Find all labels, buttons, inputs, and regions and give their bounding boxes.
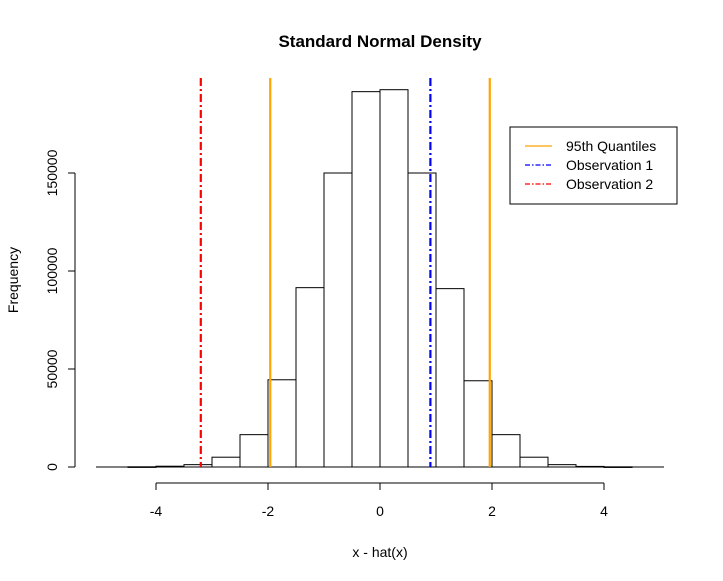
histogram-bar [491, 434, 521, 468]
legend-label-obs2: Observation 2 [566, 176, 653, 192]
x-tick-label: -2 [262, 503, 275, 519]
legend-label-quantiles: 95th Quantiles [566, 138, 656, 154]
x-tick-label: 2 [488, 503, 496, 519]
histogram-bar [295, 287, 325, 468]
x-axis: -4 -2 0 2 4 [150, 482, 608, 519]
y-tick-label: 150000 [44, 149, 60, 196]
histogram-bar [519, 456, 549, 468]
histogram-bar [351, 91, 381, 468]
reference-lines [199, 78, 491, 467]
histogram-bar [379, 89, 409, 468]
legend: 95th Quantiles Observation 1 Observation 2 [509, 126, 678, 205]
histogram-bar [267, 379, 297, 468]
histogram-bar [547, 464, 577, 468]
histogram-bars [96, 89, 664, 468]
histogram-bar [183, 464, 213, 468]
y-tick-label: 100000 [44, 247, 60, 294]
y-tick-label: 50000 [44, 349, 60, 388]
histogram-bar [239, 434, 269, 468]
y-tick-label: 0 [44, 463, 60, 471]
histogram-bar [575, 465, 605, 468]
histogram-bar [127, 466, 157, 468]
x-tick-label: 4 [600, 503, 608, 519]
y-axis: 0 50000 100000 150000 [44, 149, 76, 471]
histogram-bar [603, 466, 633, 468]
histogram-bar [435, 288, 465, 468]
histogram-bar [463, 380, 493, 468]
histogram-bar [155, 465, 185, 468]
histogram-bar [407, 172, 437, 468]
x-tick-label: -4 [150, 503, 163, 519]
histogram-bar [323, 172, 353, 468]
x-axis-label: x - hat(x) [352, 544, 407, 560]
histogram-bar [211, 456, 241, 468]
x-tick-label: 0 [376, 503, 384, 519]
y-axis-label: Frequency [5, 247, 21, 313]
legend-label-obs1: Observation 1 [566, 157, 653, 173]
chart-title: Standard Normal Density [278, 32, 482, 51]
